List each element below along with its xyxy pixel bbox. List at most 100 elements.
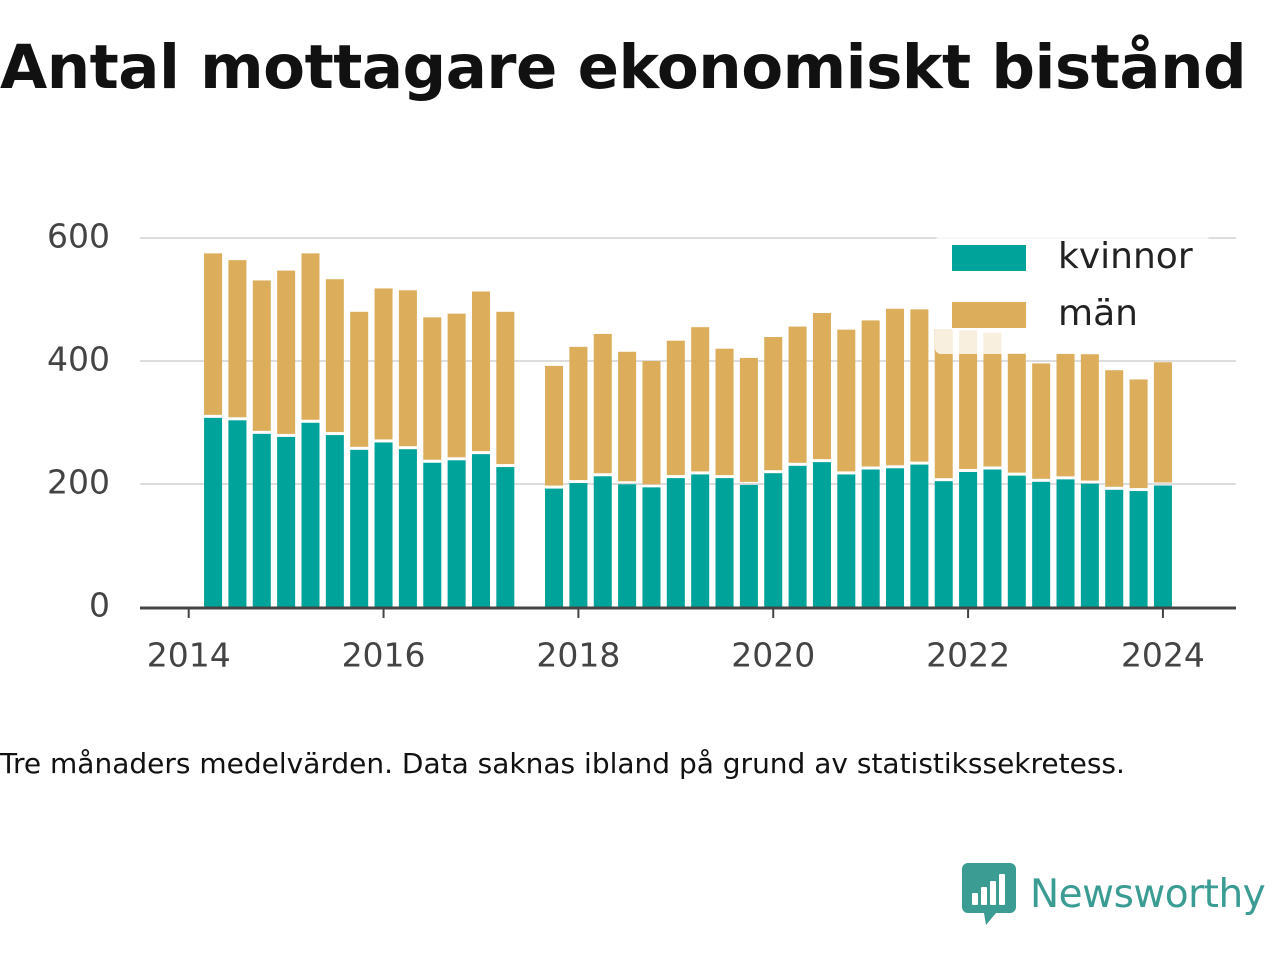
bar-kvinnor-25 bbox=[812, 462, 831, 607]
bar-man-5 bbox=[325, 279, 344, 433]
bar-man-1 bbox=[228, 260, 247, 418]
legend-swatch-kvinnor bbox=[952, 245, 1026, 271]
bar-man-22 bbox=[739, 357, 758, 482]
bar-kvinnor-16 bbox=[593, 476, 612, 607]
bar-kvinnor-39 bbox=[1153, 485, 1172, 607]
bar-kvinnor-12 bbox=[496, 467, 515, 607]
bar-man-4 bbox=[301, 253, 320, 420]
bar-man-30 bbox=[934, 329, 953, 479]
bar-kvinnor-32 bbox=[983, 469, 1002, 607]
legend-swatch-man bbox=[952, 302, 1026, 328]
chart-title: Antal mottagare ekonomiskt bistånd bbox=[0, 32, 1247, 103]
bar-kvinnor-27 bbox=[861, 469, 880, 607]
x-tick-label-2016: 2016 bbox=[342, 636, 426, 675]
newsworthy-logo-icon bbox=[962, 863, 1016, 925]
bar-man-34 bbox=[1032, 363, 1051, 479]
bar-kvinnor-29 bbox=[910, 464, 929, 607]
bar-man-0 bbox=[204, 253, 223, 415]
bar-man-37 bbox=[1105, 370, 1124, 487]
bar-man-29 bbox=[910, 309, 929, 462]
bar-kvinnor-36 bbox=[1080, 483, 1099, 607]
x-tick-label-2014: 2014 bbox=[147, 636, 231, 675]
brand-logo[interactable]: Newsworthy bbox=[962, 862, 1266, 926]
bar-man-12 bbox=[496, 311, 515, 465]
bar-kvinnor-2 bbox=[252, 433, 271, 607]
bar-man-11 bbox=[471, 291, 490, 452]
bar-kvinnor-35 bbox=[1056, 479, 1075, 607]
bar-man-23 bbox=[764, 337, 783, 471]
bar-man-2 bbox=[252, 280, 271, 431]
bar-man-33 bbox=[1007, 353, 1026, 473]
bar-man-24 bbox=[788, 326, 807, 463]
bar-man-35 bbox=[1056, 353, 1075, 477]
bar-kvinnor-24 bbox=[788, 465, 807, 607]
legend: kvinnor män bbox=[935, 236, 1210, 354]
y-tick-label-600: 600 bbox=[47, 217, 110, 256]
bar-man-28 bbox=[886, 308, 905, 466]
bar-kvinnor-11 bbox=[471, 454, 490, 607]
bar-kvinnor-4 bbox=[301, 422, 320, 607]
bar-man-3 bbox=[277, 270, 296, 434]
bar-man-16 bbox=[593, 333, 612, 474]
bar-kvinnor-30 bbox=[934, 481, 953, 607]
y-tick-label-0: 0 bbox=[89, 586, 110, 625]
bar-kvinnor-15 bbox=[569, 483, 588, 607]
bar-kvinnor-28 bbox=[886, 468, 905, 607]
bar-kvinnor-19 bbox=[666, 478, 685, 607]
bar-man-32 bbox=[983, 332, 1002, 467]
bar-man-39 bbox=[1153, 362, 1172, 483]
bar-man-14 bbox=[545, 365, 564, 486]
bar-kvinnor-38 bbox=[1129, 491, 1148, 607]
bar-kvinnor-26 bbox=[837, 474, 856, 607]
x-tick-label-2020: 2020 bbox=[731, 636, 815, 675]
bar-man-26 bbox=[837, 329, 856, 472]
x-tick-label-2024: 2024 bbox=[1121, 636, 1205, 675]
y-tick-label-400: 400 bbox=[47, 340, 110, 379]
bar-chart: 0 200 400 600 2014 2016 2018 2020 2022 2024 kvinn… bbox=[47, 217, 1236, 675]
bar-man-9 bbox=[423, 317, 442, 460]
bar-kvinnor-31 bbox=[959, 471, 978, 607]
bar-man-21 bbox=[715, 348, 734, 476]
bar-man-25 bbox=[812, 313, 831, 460]
bar-man-38 bbox=[1129, 379, 1148, 489]
bar-man-15 bbox=[569, 346, 588, 481]
bar-kvinnor-1 bbox=[228, 420, 247, 607]
bar-kvinnor-17 bbox=[618, 484, 637, 607]
bar-kvinnor-8 bbox=[398, 449, 417, 607]
brand-name: Newsworthy bbox=[1030, 871, 1266, 917]
x-tick-label-2018: 2018 bbox=[536, 636, 620, 675]
bar-kvinnor-23 bbox=[764, 473, 783, 607]
y-tick-label-200: 200 bbox=[47, 463, 110, 502]
bar-kvinnor-21 bbox=[715, 478, 734, 607]
bar-kvinnor-6 bbox=[350, 449, 369, 607]
bar-kvinnor-22 bbox=[739, 484, 758, 607]
bar-man-8 bbox=[398, 290, 417, 447]
bar-kvinnor-0 bbox=[204, 417, 223, 607]
bar-kvinnor-10 bbox=[447, 460, 466, 607]
bar-man-27 bbox=[861, 320, 880, 467]
bar-kvinnor-9 bbox=[423, 462, 442, 607]
x-tick-label-2022: 2022 bbox=[926, 636, 1010, 675]
bar-man-36 bbox=[1080, 354, 1099, 481]
chart-caption: Tre månaders medelvärden. Data saknas ib… bbox=[0, 747, 1125, 780]
bar-kvinnor-18 bbox=[642, 487, 661, 607]
bar-kvinnor-14 bbox=[545, 488, 564, 607]
bar-kvinnor-7 bbox=[374, 442, 393, 607]
bar-man-6 bbox=[350, 311, 369, 447]
bar-man-17 bbox=[618, 351, 637, 482]
bar-man-7 bbox=[374, 288, 393, 440]
bar-kvinnor-3 bbox=[277, 436, 296, 607]
bar-man-20 bbox=[691, 327, 710, 472]
bar-man-31 bbox=[959, 330, 978, 469]
bars bbox=[204, 253, 1172, 607]
axes: 0 200 400 600 2014 2016 2018 2020 2022 2024 bbox=[47, 217, 1236, 675]
bar-kvinnor-33 bbox=[1007, 475, 1026, 607]
bar-kvinnor-5 bbox=[325, 435, 344, 607]
legend-label-man: män bbox=[1058, 293, 1138, 334]
bar-kvinnor-20 bbox=[691, 474, 710, 607]
bar-kvinnor-34 bbox=[1032, 481, 1051, 607]
bar-kvinnor-37 bbox=[1105, 489, 1124, 607]
legend-label-kvinnor: kvinnor bbox=[1058, 236, 1193, 277]
bar-man-19 bbox=[666, 340, 685, 476]
bar-man-18 bbox=[642, 361, 661, 485]
